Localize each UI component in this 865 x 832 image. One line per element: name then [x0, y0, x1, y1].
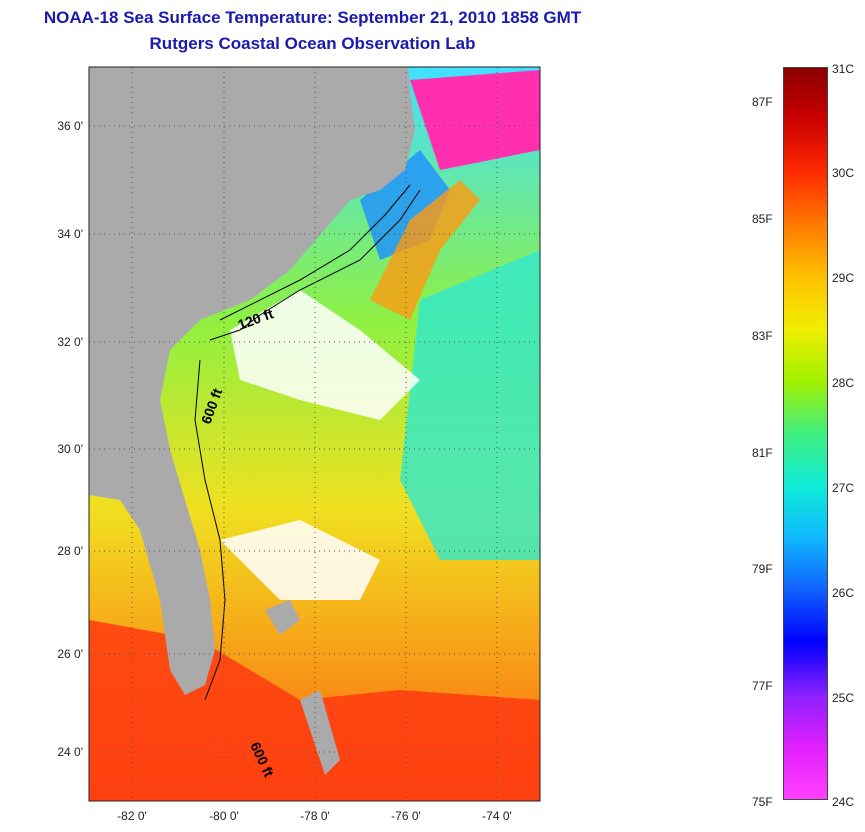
island-grand-bahama — [265, 600, 300, 635]
gulf-stream — [370, 180, 480, 320]
cloud-cover-south — [220, 520, 380, 600]
colorbar-c-28: 28C — [832, 376, 855, 390]
map-image — [89, 67, 540, 801]
lon-tick-80: -80 0' — [209, 809, 239, 823]
lat-tick-34: 34 0' — [57, 227, 83, 241]
cold-corner-region — [410, 70, 540, 170]
graticule — [89, 67, 540, 801]
map-title: NOAA-18 Sea Surface Temperature: Septemb… — [43, 8, 582, 27]
colorbar-f-85: 85F — [752, 212, 773, 226]
lat-tick-30: 30 0' — [57, 442, 83, 456]
lon-tick-76: -76 0' — [391, 809, 421, 823]
colorbar-c-26: 26C — [832, 586, 855, 600]
colorbar-f-75: 75F — [752, 795, 773, 809]
lon-tick-82: -82 0' — [117, 809, 147, 823]
lat-tick-32: 32 0' — [57, 335, 83, 349]
colorbar-f-83: 83F — [752, 329, 773, 343]
colorbar-c-31: 31C — [832, 62, 855, 76]
cloud-cover — [230, 290, 420, 420]
colorbar-c-30: 30C — [832, 166, 855, 180]
lat-tick-28: 28 0' — [57, 544, 83, 558]
colorbar-f-81: 81F — [752, 446, 773, 460]
contour-120ft — [219, 184, 411, 321]
contour-600ft-florida — [194, 359, 226, 701]
colorbar-f-79: 79F — [752, 562, 773, 576]
island-andros — [300, 690, 340, 775]
colorbar-c-27: 27C — [832, 481, 855, 495]
lat-tick-26: 26 0' — [57, 647, 83, 661]
colorbar — [783, 67, 828, 800]
lat-tick-24: 24 0' — [57, 745, 83, 759]
map-subtitle: Rutgers Coastal Ocean Observation Lab — [149, 34, 476, 53]
colorbar-c-24: 24C — [832, 795, 855, 809]
colorbar-f-87: 87F — [752, 95, 773, 109]
colorbar-c-25: 25C — [832, 691, 855, 705]
lon-tick-78: -78 0' — [300, 809, 330, 823]
colorbar-f-77: 77F — [752, 679, 773, 693]
lon-tick-74: -74 0' — [482, 809, 512, 823]
map-frame — [88, 66, 541, 802]
land-mass — [89, 67, 415, 695]
contour-600ft — [209, 189, 421, 341]
cool-water-region — [400, 250, 540, 560]
colorbar-c-29: 29C — [832, 271, 855, 285]
lat-tick-36: 36 0' — [57, 119, 83, 133]
